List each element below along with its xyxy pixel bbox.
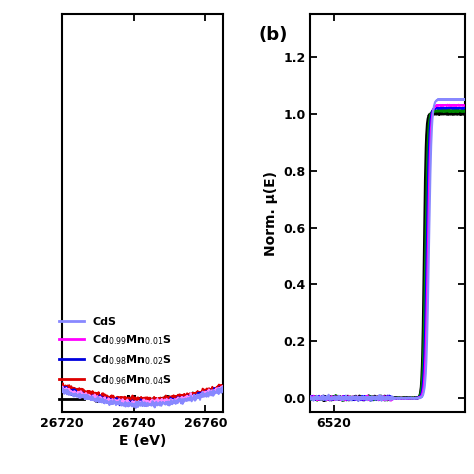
Legend: CdS, Cd$_{0.99}$Mn$_{0.01}$S, Cd$_{0.98}$Mn$_{0.02}$S, Cd$_{0.96}$Mn$_{0.04}$S, : CdS, Cd$_{0.99}$Mn$_{0.01}$S, Cd$_{0.98}…: [59, 317, 172, 407]
X-axis label: E (eV): E (eV): [119, 434, 166, 448]
Text: (b): (b): [258, 26, 288, 44]
Y-axis label: Norm. μ(E): Norm. μ(E): [264, 171, 278, 256]
